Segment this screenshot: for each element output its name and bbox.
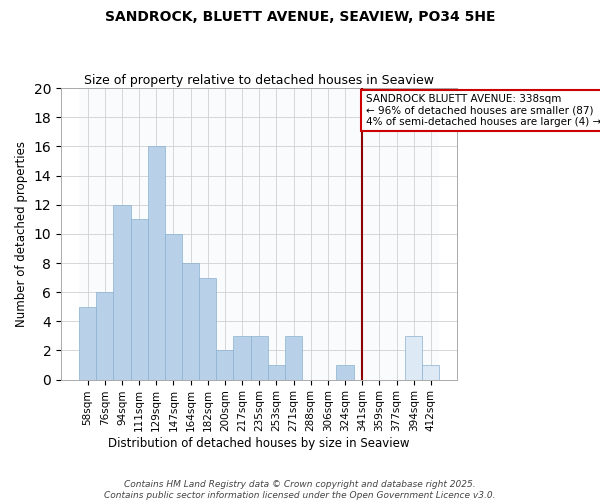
Bar [165,234,182,380]
Bar [131,220,148,380]
Text: SANDROCK BLUETT AVENUE: 338sqm
← 96% of detached houses are smaller (87)
4% of s: SANDROCK BLUETT AVENUE: 338sqm ← 96% of … [365,94,600,127]
Bar [79,306,96,380]
Bar [79,88,362,380]
Text: SANDROCK, BLUETT AVENUE, SEAVIEW, PO34 5HE: SANDROCK, BLUETT AVENUE, SEAVIEW, PO34 5… [105,10,495,24]
Bar [96,292,113,380]
Bar [285,336,302,380]
Bar [148,146,165,380]
Text: Contains HM Land Registry data © Crown copyright and database right 2025.
Contai: Contains HM Land Registry data © Crown c… [104,480,496,500]
Bar [422,365,439,380]
Bar [337,365,353,380]
Y-axis label: Number of detached properties: Number of detached properties [15,141,28,327]
Bar [251,336,268,380]
Title: Size of property relative to detached houses in Seaview: Size of property relative to detached ho… [84,74,434,87]
Bar [199,278,217,380]
Bar [268,365,285,380]
Bar [233,336,251,380]
Bar [362,88,439,380]
X-axis label: Distribution of detached houses by size in Seaview: Distribution of detached houses by size … [109,437,410,450]
Bar [182,263,199,380]
Bar [217,350,233,380]
Bar [405,336,422,380]
Bar [113,204,131,380]
